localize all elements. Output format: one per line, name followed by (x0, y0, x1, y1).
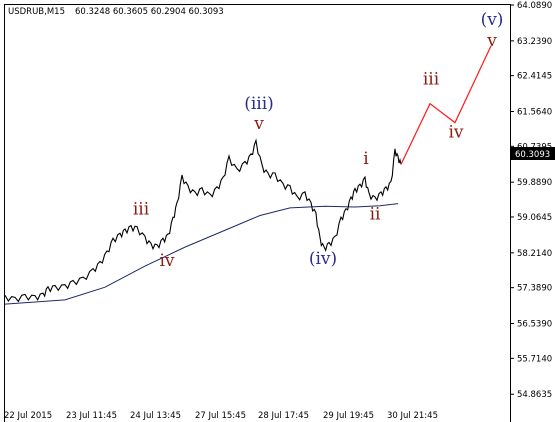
x-tick-label: 28 Jul 17:45 (258, 411, 309, 421)
wave-label: iv (448, 122, 463, 142)
y-tick-label: 58.2140 (517, 249, 552, 259)
current-price-tag-bg (511, 147, 555, 160)
price-line (4, 138, 402, 303)
y-tick-label: 55.7140 (517, 354, 552, 364)
x-tick-label: 27 Jul 15:45 (195, 411, 246, 421)
y-tick-label: 54.8635 (517, 390, 552, 400)
current-price-label: 60.3093 (515, 150, 550, 160)
wave-label: iii (423, 70, 440, 90)
y-tick-label: 59.8890 (517, 178, 552, 188)
wave-label: v (486, 31, 497, 51)
x-tick-label: 23 Jul 11:45 (66, 411, 117, 421)
y-tick-label: 63.2390 (517, 37, 552, 47)
wave-label: (iv) (309, 249, 337, 269)
chart-header-symbol: USDRUB,M15 (8, 7, 65, 17)
x-tick-label: 24 Jul 13:45 (130, 411, 181, 421)
x-tick-label: 22 Jul 2015 (4, 411, 52, 421)
wave-label: (iii) (244, 94, 274, 114)
moving-average-line (4, 203, 399, 305)
x-tick-label: 29 Jul 19:45 (323, 411, 374, 421)
wave-label: iv (159, 251, 174, 271)
chart-header-ohlc: 60.3248 60.3605 60.2904 60.3093 (75, 7, 224, 17)
y-tick-label: 57.3890 (517, 284, 552, 294)
y-tick-label: 62.4145 (517, 72, 552, 82)
y-tick-label: 61.5640 (517, 108, 552, 118)
wave-label: i (363, 149, 369, 169)
series-layer (4, 45, 492, 305)
wave-label: v (253, 114, 264, 134)
wave-label: iii (133, 200, 150, 220)
wave-label: ii (370, 205, 381, 225)
current-price-tag: 60.3093 (511, 147, 555, 160)
wave-label: (v) (481, 10, 504, 30)
y-tick-label: 64.0890 (517, 1, 552, 11)
y-tick-label: 56.5390 (517, 320, 552, 330)
projection-line (400, 45, 492, 165)
y-tick-label: 59.0645 (517, 213, 552, 223)
x-tick-label: 30 Jul 21:45 (387, 411, 438, 421)
